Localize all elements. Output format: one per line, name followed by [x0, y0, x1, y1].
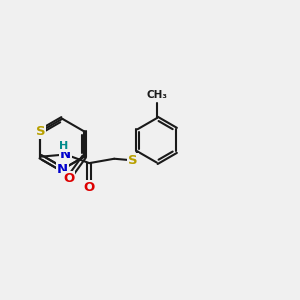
Text: S: S [36, 125, 45, 138]
Text: S: S [128, 154, 138, 167]
Text: N: N [57, 163, 68, 176]
Text: CH₃: CH₃ [146, 90, 167, 100]
Text: O: O [84, 181, 95, 194]
Text: H: H [59, 141, 69, 151]
Text: O: O [63, 172, 74, 184]
Text: N: N [60, 148, 71, 161]
